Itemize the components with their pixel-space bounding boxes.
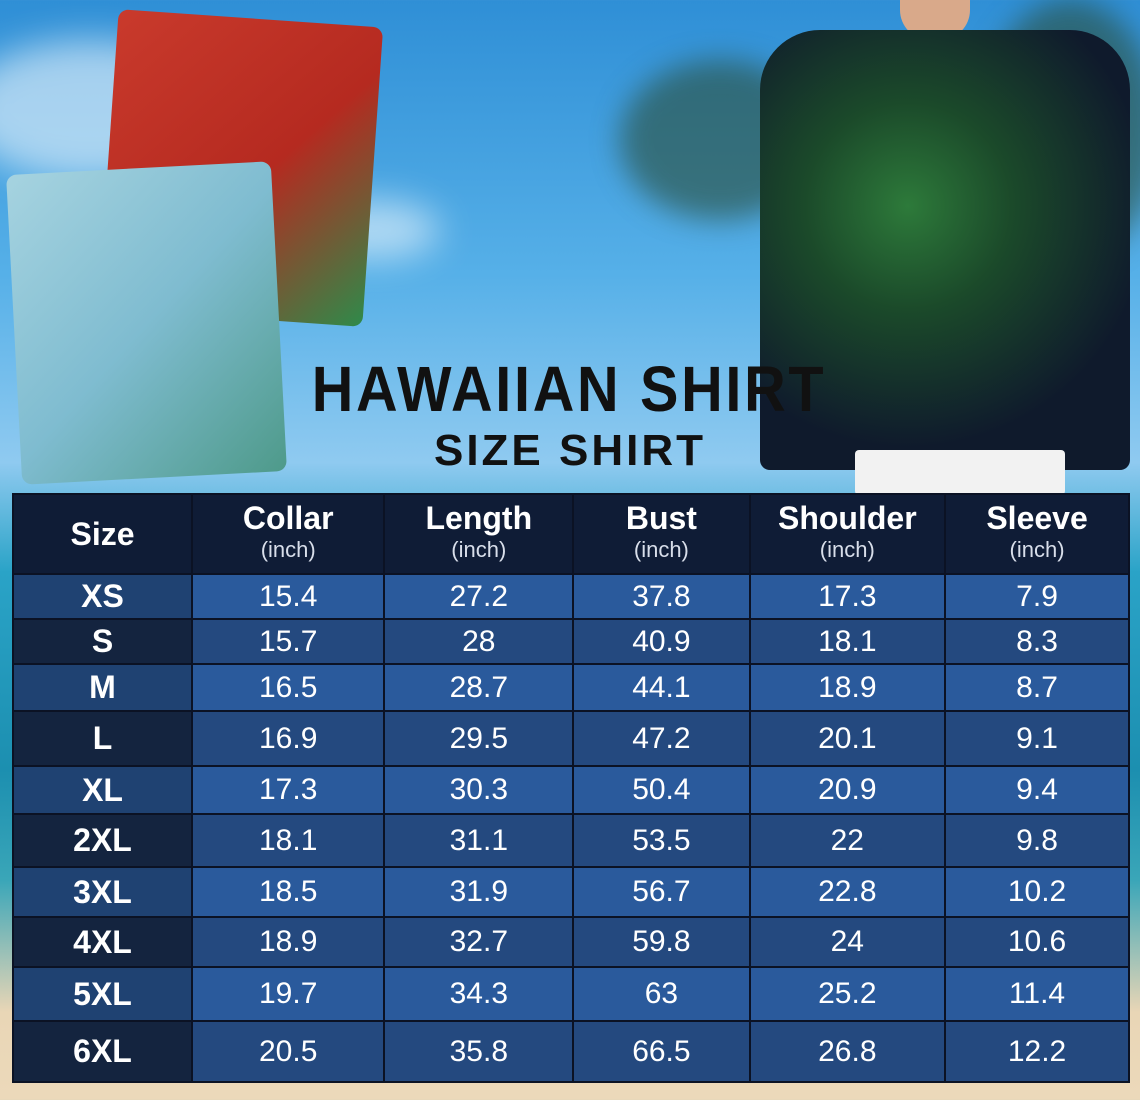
table-row: 5XL 19.7 34.3 63 25.2 11.4 — [11, 966, 1130, 1022]
cell-sleeve: 10.6 — [944, 916, 1130, 968]
size-chart-table: Size Collar (inch) Length (inch) Bust (inch) Sh… — [11, 493, 1130, 1083]
table-row: 4XL 18.9 32.7 59.8 24 10.6 — [11, 916, 1130, 968]
table-row: 2XL 18.1 31.1 53.5 22 9.8 — [11, 813, 1130, 868]
cell-collar: 18.5 — [191, 866, 386, 918]
cell-length: 32.7 — [383, 916, 575, 968]
cell-bust: 56.7 — [572, 866, 751, 918]
cell-sleeve: 11.4 — [944, 966, 1130, 1022]
table-row: XS 15.4 27.2 37.8 17.3 7.9 — [11, 573, 1130, 620]
column-header-sleeve: Sleeve (inch) — [944, 493, 1130, 575]
cell-collar: 15.7 — [191, 618, 386, 665]
table-row: M 16.5 28.7 44.1 18.9 8.7 — [11, 663, 1130, 712]
cell-sleeve: 8.7 — [944, 663, 1130, 712]
cell-bust: 53.5 — [572, 813, 751, 868]
cell-length: 35.8 — [383, 1020, 575, 1083]
cell-collar: 18.9 — [191, 916, 386, 968]
column-header-shoulder: Shoulder (inch) — [748, 493, 947, 575]
column-header-bust: Bust (inch) — [572, 493, 751, 575]
cell-sleeve: 9.8 — [944, 813, 1130, 868]
cell-shoulder: 17.3 — [748, 573, 947, 620]
cell-shoulder: 25.2 — [748, 966, 947, 1022]
cell-length: 34.3 — [383, 966, 575, 1022]
cell-sleeve: 8.3 — [944, 618, 1130, 665]
column-header-label: Collar — [242, 500, 334, 536]
size-label: L — [11, 710, 194, 767]
cell-sleeve: 10.2 — [944, 866, 1130, 918]
column-header-collar: Collar (inch) — [191, 493, 386, 575]
cell-shoulder: 20.1 — [748, 710, 947, 767]
column-header-length: Length (inch) — [383, 493, 575, 575]
cell-length: 31.9 — [383, 866, 575, 918]
cell-length: 27.2 — [383, 573, 575, 620]
cell-sleeve: 12.2 — [944, 1020, 1130, 1083]
size-label: 3XL — [11, 866, 194, 918]
cell-shoulder: 24 — [748, 916, 947, 968]
cell-shoulder: 18.9 — [748, 663, 947, 712]
column-header-size: Size — [11, 493, 194, 575]
cell-bust: 59.8 — [572, 916, 751, 968]
size-label: M — [11, 663, 194, 712]
column-header-unit: (inch) — [1009, 537, 1065, 562]
cell-bust: 47.2 — [572, 710, 751, 767]
cell-length: 28 — [383, 618, 575, 665]
cell-bust: 66.5 — [572, 1020, 751, 1083]
cell-collar: 18.1 — [191, 813, 386, 868]
header-row: Size Collar (inch) Length (inch) Bust (inch) Sh… — [11, 493, 1130, 575]
cell-collar: 17.3 — [191, 765, 386, 815]
page-subtitle: SIZE SHIRT — [433, 426, 707, 475]
column-header-unit: (inch) — [260, 537, 316, 562]
cell-collar: 16.5 — [191, 663, 386, 712]
cell-shoulder: 22.8 — [748, 866, 947, 918]
cell-shoulder: 26.8 — [748, 1020, 947, 1083]
cell-bust: 50.4 — [572, 765, 751, 815]
table-row: L 16.9 29.5 47.2 20.1 9.1 — [11, 710, 1130, 767]
cell-sleeve: 9.4 — [944, 765, 1130, 815]
column-header-unit: (inch) — [633, 537, 689, 562]
cell-length: 31.1 — [383, 813, 575, 868]
cell-length: 30.3 — [383, 765, 575, 815]
size-label: S — [11, 618, 194, 665]
page-title: HAWAIIAN SHIRT — [311, 353, 827, 425]
cell-sleeve: 7.9 — [944, 573, 1130, 620]
cell-bust: 40.9 — [572, 618, 751, 665]
cell-length: 28.7 — [383, 663, 575, 712]
column-header-label: Shoulder — [777, 500, 917, 536]
cell-shoulder: 20.9 — [748, 765, 947, 815]
column-header-label: Length — [425, 500, 533, 536]
size-label: XL — [11, 765, 194, 815]
column-header-label: Sleeve — [986, 500, 1088, 536]
column-header-unit: (inch) — [819, 537, 875, 562]
cell-shoulder: 22 — [748, 813, 947, 868]
cell-sleeve: 9.1 — [944, 710, 1130, 767]
table-row: S 15.7 28 40.9 18.1 8.3 — [11, 618, 1130, 665]
table-row: 6XL 20.5 35.8 66.5 26.8 12.2 — [11, 1020, 1130, 1083]
cell-bust: 44.1 — [572, 663, 751, 712]
cell-shoulder: 18.1 — [748, 618, 947, 665]
table-row: 3XL 18.5 31.9 56.7 22.8 10.2 — [11, 866, 1130, 918]
cell-collar: 16.9 — [191, 710, 386, 767]
column-header-label: Bust — [625, 500, 697, 536]
cell-collar: 20.5 — [191, 1020, 386, 1083]
cell-collar: 19.7 — [191, 966, 386, 1022]
size-label: XS — [11, 573, 194, 620]
column-header-unit: (inch) — [451, 537, 507, 562]
size-label: 4XL — [11, 916, 194, 968]
table-row: XL 17.3 30.3 50.4 20.9 9.4 — [11, 765, 1130, 815]
cell-bust: 37.8 — [572, 573, 751, 620]
cell-bust: 63 — [572, 966, 751, 1022]
size-label: 2XL — [11, 813, 194, 868]
size-label: 5XL — [11, 966, 194, 1022]
cell-collar: 15.4 — [191, 573, 386, 620]
cell-length: 29.5 — [383, 710, 575, 767]
column-header-label: Size — [70, 516, 135, 552]
size-label: 6XL — [11, 1020, 194, 1083]
